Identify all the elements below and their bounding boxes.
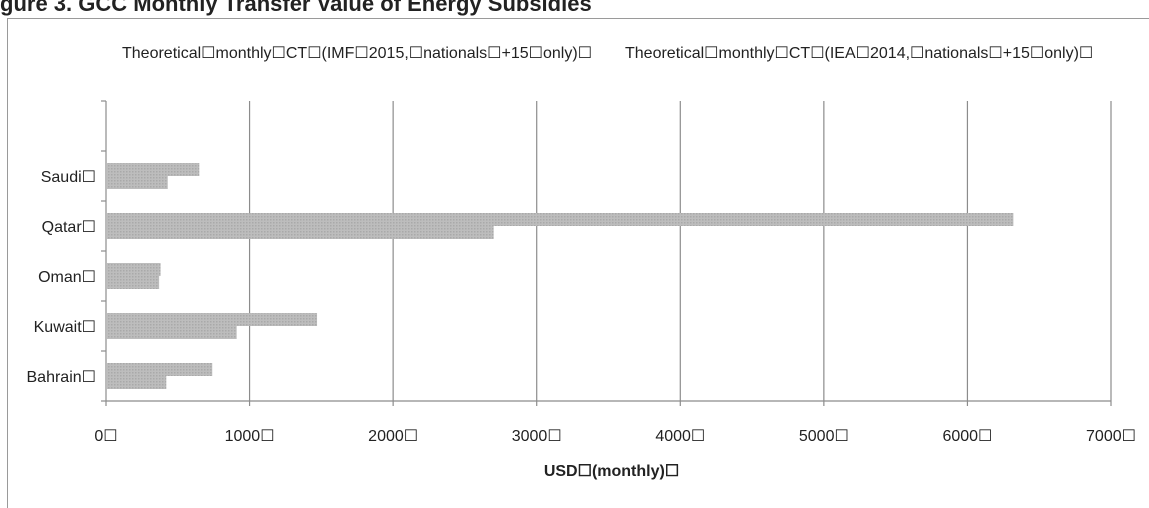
x-tick-label: 6000☐	[942, 428, 992, 445]
x-tick-label: 7000☐	[1086, 428, 1136, 445]
category-label-bahrain: Bahrain☐	[27, 369, 97, 386]
x-tick-label: 4000☐	[655, 428, 705, 445]
bar-qatar-series-2	[107, 226, 494, 239]
chart-area-border	[7, 18, 1149, 508]
bar-oman-series-1	[107, 263, 161, 276]
bar-kuwait-series-2	[107, 326, 237, 339]
x-tick-label: 5000☐	[799, 428, 849, 445]
x-tick-label: 3000☐	[512, 428, 562, 445]
bar-saudi-series-1	[107, 163, 200, 176]
x-tick-label: 1000☐	[225, 428, 275, 445]
x-tick-label: 0☐	[94, 428, 117, 445]
legend-entry-1: Theoretical☐monthly☐CT☐(IMF☐2015,☐nation…	[122, 45, 592, 62]
bar-saudi-series-2	[107, 176, 168, 189]
category-label-qatar: Qatar☐	[42, 219, 96, 236]
x-axis-title: USD☐(monthly)☐	[544, 463, 679, 480]
category-label-saudi: Saudi☐	[41, 169, 96, 186]
x-tick-label: 2000☐	[368, 428, 418, 445]
bar-bahrain-series-2	[107, 376, 167, 389]
bar-qatar-series-1	[107, 213, 1014, 226]
bar-kuwait-series-1	[107, 313, 318, 326]
bar-bahrain-series-1	[107, 363, 213, 376]
legend-entry-2: Theoretical☐monthly☐CT☐(IEA☐2014,☐nation…	[625, 45, 1093, 62]
category-label-kuwait: Kuwait☐	[34, 319, 96, 336]
figure-title-clipped: gure 3. GCC Monthly Transfer Value of En…	[0, 0, 592, 16]
category-label-oman: Oman☐	[38, 269, 96, 286]
bar-oman-series-2	[107, 276, 160, 289]
